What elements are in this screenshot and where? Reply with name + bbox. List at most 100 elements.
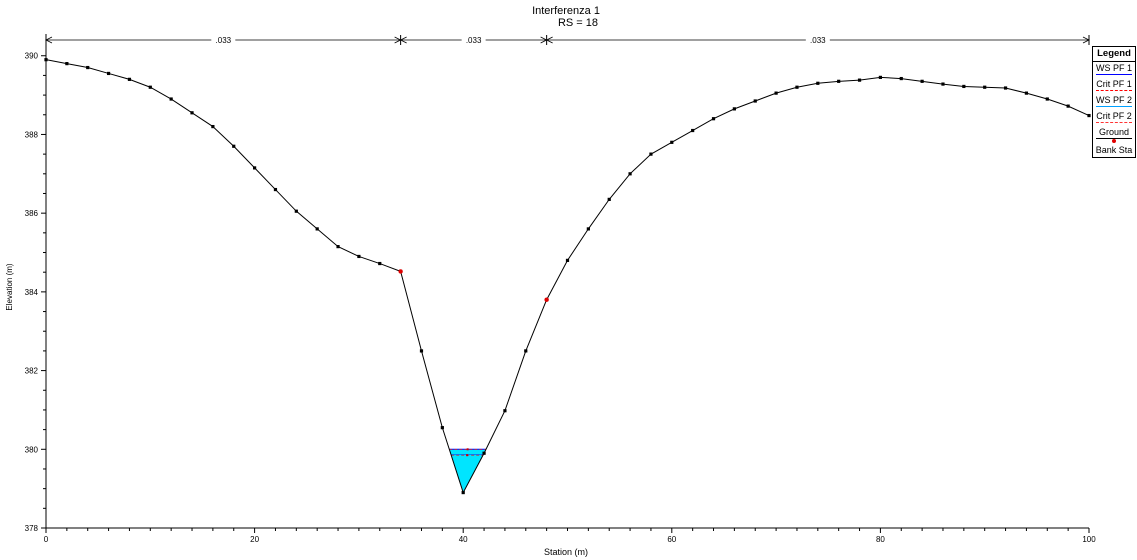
axes: 0 20 40 60 80 100 378 380 382 384 386 388 390 [25,34,1096,544]
legend-item-swatch [1096,90,1132,91]
ground-point [857,78,862,82]
ground-profile-layer [44,58,1091,495]
legend-item-label: Crit PF 2 [1096,111,1132,121]
ground-point [482,451,486,455]
ground-point [795,85,799,89]
ground-point [190,111,194,115]
ground-point [691,128,695,133]
x-tick-label: 80 [876,535,885,544]
ground-point [941,82,945,86]
ground-point [1003,86,1008,90]
ground-point [106,71,111,76]
ground-point [628,172,632,176]
water-surface-layer [449,448,486,493]
ground-point [753,99,757,103]
ground-point [169,97,173,101]
x-tick-label: 20 [250,535,259,544]
legend-item: Crit PF 2 [1093,110,1135,126]
ground-point [211,124,215,129]
ground-point [378,261,382,266]
ground-point [294,209,298,213]
ground-point [524,349,528,353]
ground-point [607,197,611,201]
ground-point [670,140,674,144]
legend-item: Crit PF 1 [1093,78,1135,94]
ground-point [837,79,841,83]
x-tick-label: 60 [667,535,676,544]
manning-arrow-left [399,36,407,44]
ground-point [962,84,966,89]
bank-station-marker [544,297,549,302]
y-tick-label: 382 [25,367,39,376]
x-tick-label: 40 [459,535,468,544]
legend-item-swatch [1112,139,1116,143]
ground-point [1066,104,1070,108]
legend-title: Legend [1093,47,1135,62]
ground-point [253,166,257,170]
ground-point [649,152,653,156]
legend-item-label: Ground [1098,127,1130,137]
y-tick-label: 388 [25,130,39,139]
legend-item-label: WS PF 1 [1095,63,1132,73]
legend-item: Bank Sta [1093,139,1135,158]
manning-n-label: .033 [810,36,826,45]
ground-point [983,85,987,89]
y-tick-label: 386 [25,209,39,218]
ground-point [65,62,69,66]
crit-marker-2 [466,454,469,457]
ground-point [419,349,424,353]
legend-items: WS PF 1 Crit PF 1 WS PF 2 Crit PF 2 Ground Ba… [1093,62,1135,158]
ground-point [315,227,319,231]
ground-point [357,254,361,259]
manning-arrow-left [545,36,553,44]
legend-item-label: Bank Sta [1095,145,1133,155]
ground-point [148,85,152,89]
ground-point [86,65,90,70]
legend-item-swatch [1096,122,1132,123]
ground-point [586,227,590,231]
manning-n-label: .033 [216,36,232,45]
ground-point [732,107,736,111]
ground-point [774,91,778,95]
ground-point [920,79,924,83]
manning-annotations: .033 .033 .033 [45,35,1090,45]
y-tick-label: 378 [25,524,39,533]
y-tick-label: 390 [25,52,39,61]
x-tick-label: 100 [1082,535,1096,544]
ground-point [565,258,570,262]
bank-station-marker [398,269,403,274]
ground-point [1087,113,1091,118]
chart-title: Interferenza 1 [532,5,600,17]
ground-point [878,75,882,79]
ground-point [440,426,444,430]
x-axis-label: Station (m) [544,547,588,557]
ground-point [816,81,820,85]
ground-point [1045,97,1049,101]
ground-point [1024,91,1029,95]
manning-n-label: .033 [466,36,482,45]
legend-item: WS PF 2 [1093,94,1135,110]
ground-point [336,245,340,249]
ground-point [232,144,236,148]
legend-item-label: WS PF 2 [1095,95,1132,105]
y-tick-label: 384 [25,288,39,297]
ground-point [461,490,465,495]
ground-point [711,117,716,121]
ground-point [503,409,507,413]
legend-item-label: Crit PF 1 [1096,79,1132,89]
ground-point [899,76,903,81]
legend-item: WS PF 1 [1093,62,1135,78]
y-axis-label: Elevation (m) [5,263,14,310]
legend-item: Ground [1093,126,1135,142]
ground-point [127,77,132,81]
x-tick-label: 0 [44,535,49,544]
water-fill [449,449,486,493]
manning-arrow-right [1082,36,1090,44]
y-tick-label: 380 [25,445,39,454]
chart-subtitle: RS = 18 [558,17,598,29]
legend: Legend WS PF 1 Crit PF 1 WS PF 2 Crit PF 2 G… [1092,46,1136,158]
ground-point [273,187,278,192]
legend-item-swatch [1096,138,1132,139]
ground-line [45,59,1090,494]
